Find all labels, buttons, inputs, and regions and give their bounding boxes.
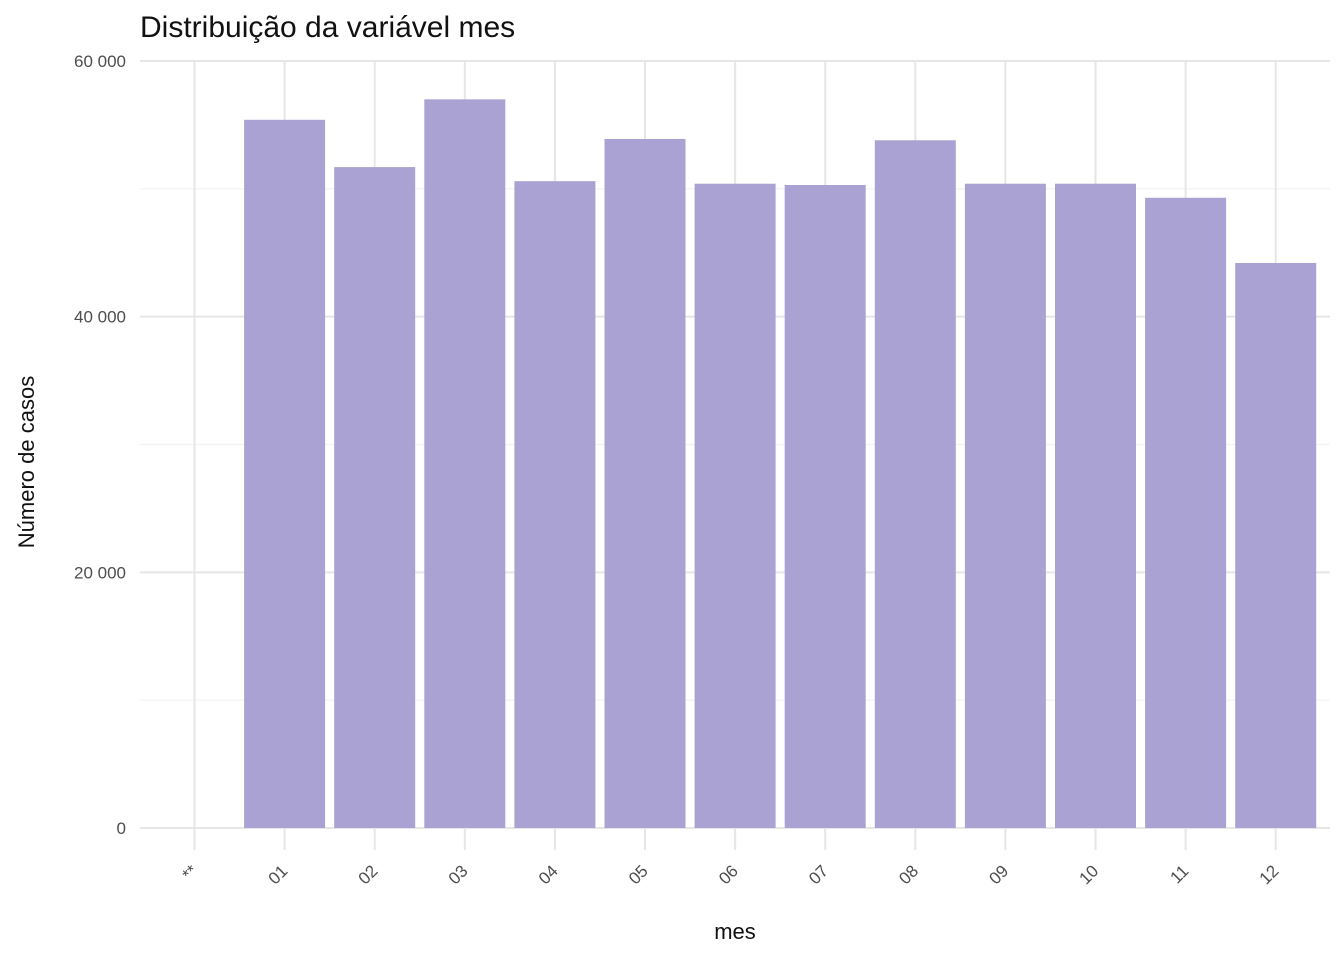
y-tick-label: 60 000 [74,52,126,71]
y-axis-ticks: 0 20 000 40 000 60 000 [74,52,126,838]
x-tick-label: 11 [1167,861,1193,887]
bar-11 [1145,197,1227,828]
x-tick-label: ** [179,861,202,884]
y-tick-label: 0 [117,819,126,838]
bar-01 [244,119,326,828]
bar-05 [604,138,686,828]
bar-09 [964,183,1046,829]
x-axis-title: mes [714,919,756,944]
bar-08 [874,140,956,829]
y-tick-label: 20 000 [74,563,126,582]
x-axis-ticks: ** 01 02 03 04 05 06 07 08 09 10 11 12 [179,861,1283,888]
y-tick-label: 40 000 [74,308,126,327]
bar-03 [424,99,506,829]
x-tick-label: 02 [355,861,382,888]
x-tick-label: 05 [625,861,652,888]
x-tick-label: 10 [1076,861,1103,888]
x-tick-label: 06 [715,861,742,888]
bars-layer [244,99,1317,829]
bar-12 [1235,262,1317,828]
x-tick-label: 07 [805,861,832,888]
bar-04 [514,181,596,828]
x-tick-label: 01 [265,861,292,888]
bar-07 [784,184,866,828]
bar-02 [334,167,416,828]
x-tick-label: 03 [445,861,472,888]
chart-title: Distribuição da variável mes [140,11,515,44]
bar-06 [694,183,776,829]
x-tick-label: 12 [1256,861,1283,888]
y-axis-title: Número de casos [14,376,39,548]
bar-10 [1055,183,1136,829]
x-tick-label: 09 [985,861,1012,888]
x-tick-label: 08 [895,861,922,888]
x-tick-label: 04 [535,861,562,888]
